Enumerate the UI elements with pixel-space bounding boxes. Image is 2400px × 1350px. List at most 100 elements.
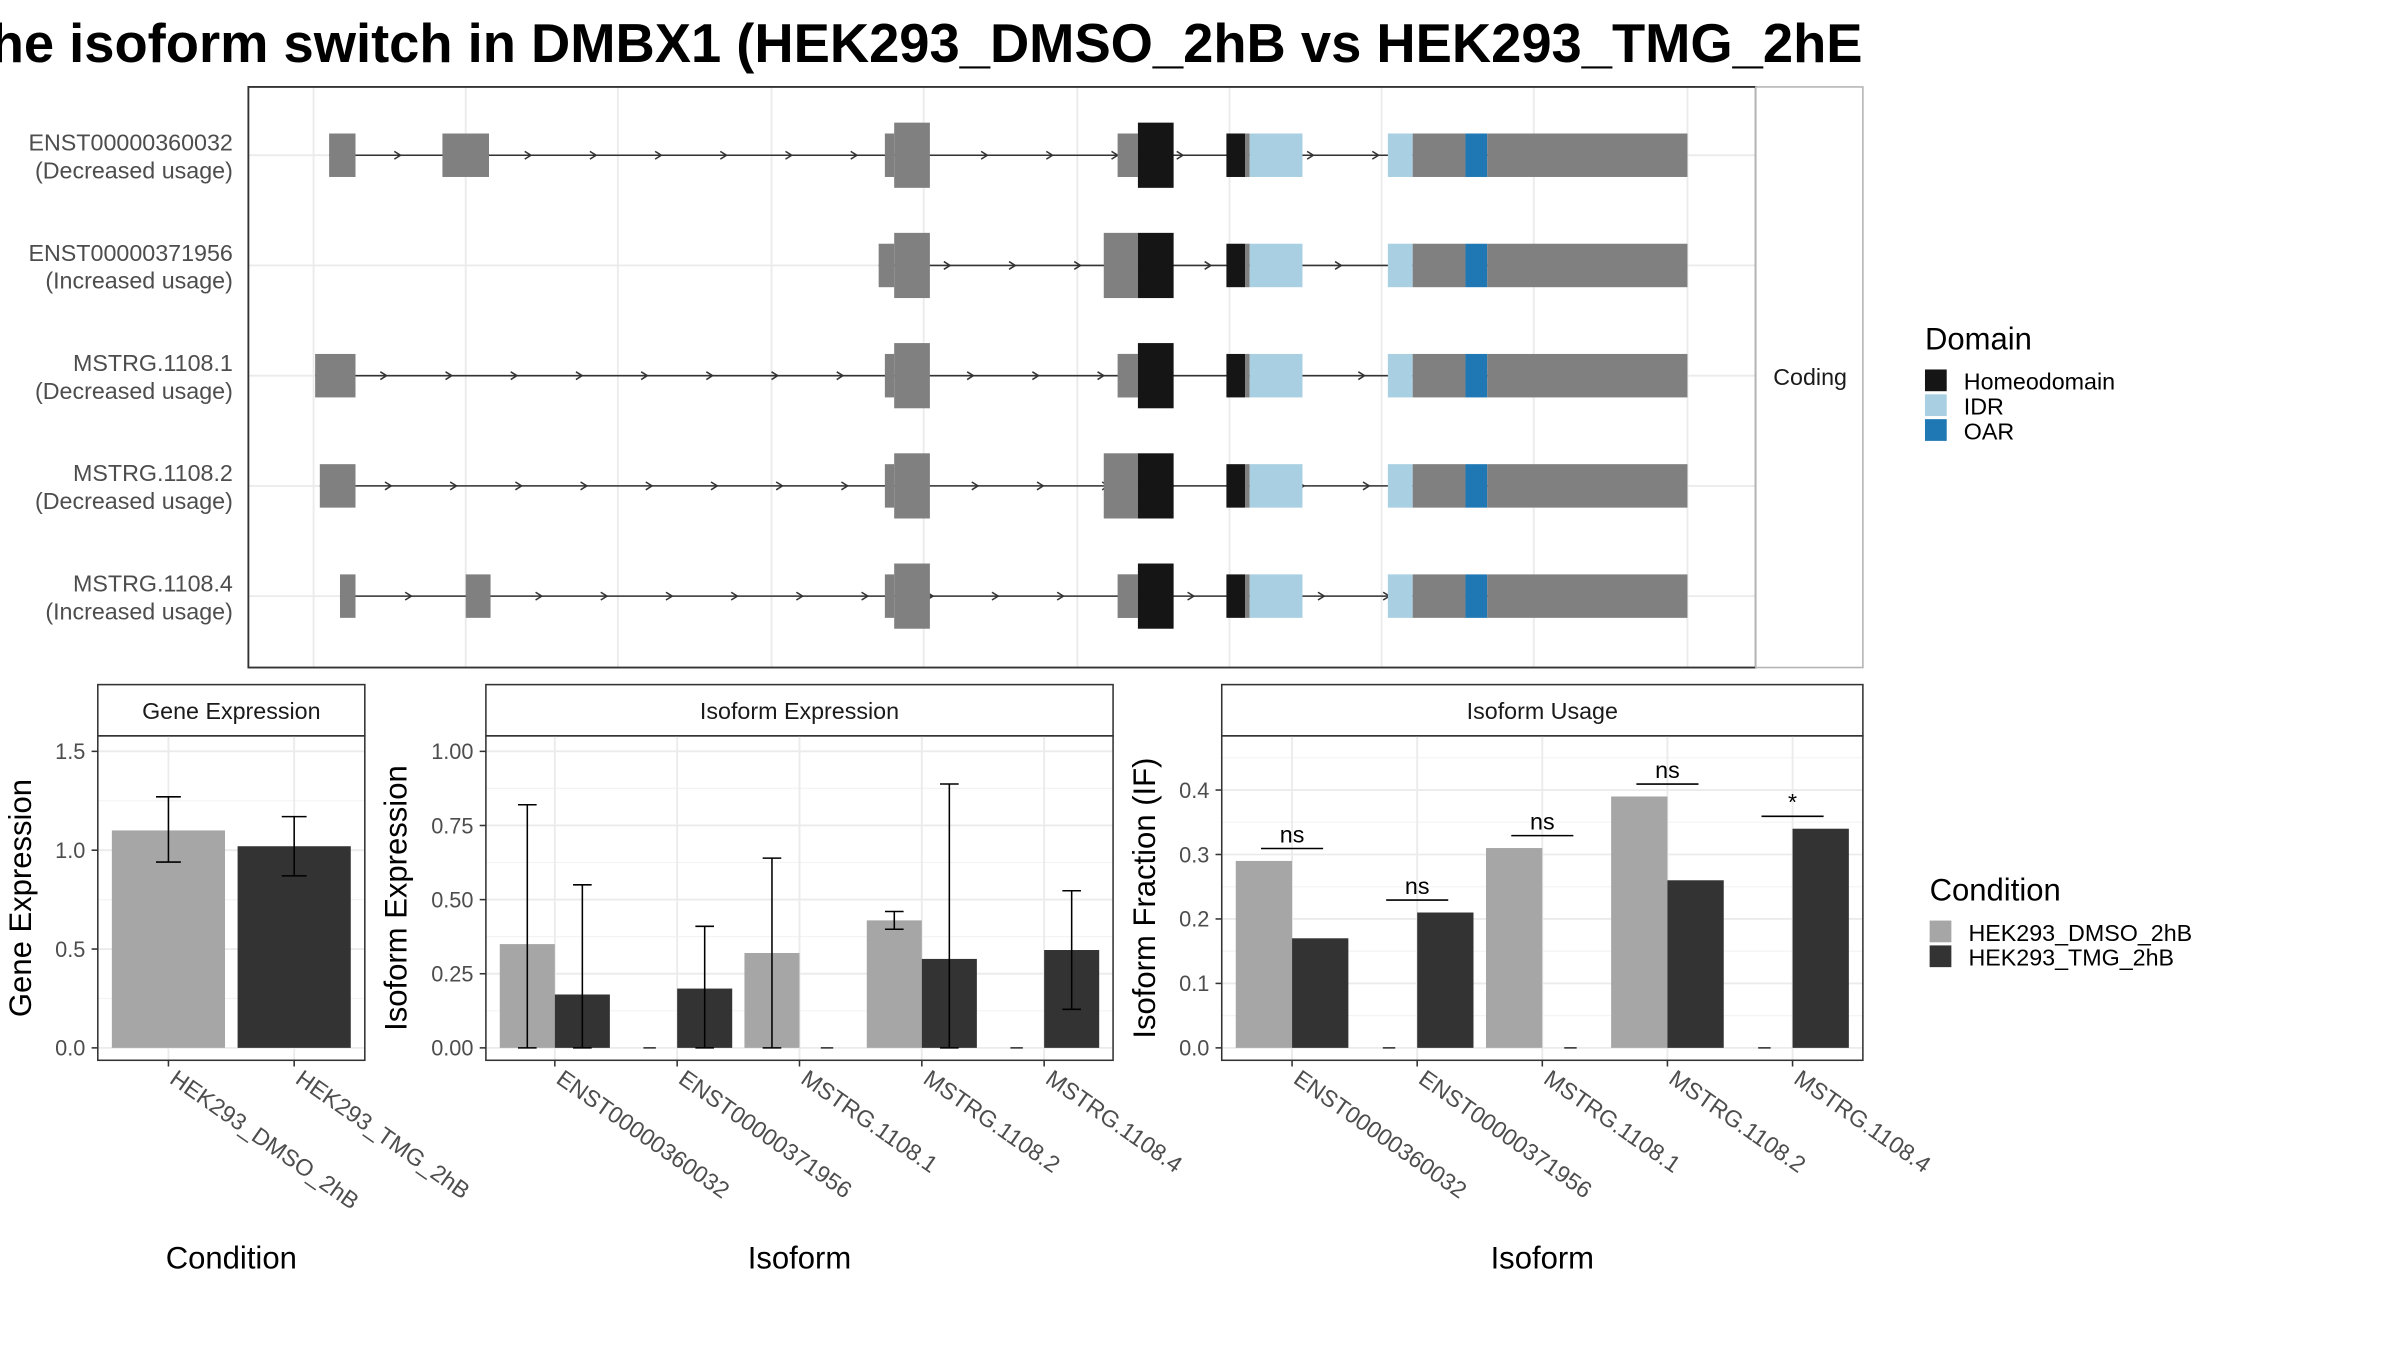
strand-arrow: [404, 591, 413, 601]
figure-title: he isoform switch in DMBX1 (HEK293_DMSO_…: [0, 13, 1863, 74]
y-tick-label: 0.5: [55, 937, 85, 962]
idr-domain: [1249, 243, 1303, 288]
strand-arrow: [589, 150, 598, 160]
domain-legend-label: Homeodomain: [1964, 369, 2115, 395]
strand-arrow: [640, 371, 649, 381]
exon: [1412, 133, 1466, 177]
strand-arrow: [771, 371, 780, 381]
exon: [884, 133, 895, 177]
exon: [1487, 574, 1688, 618]
transcript-structure-panel: ENST00000360032(Decreased usage)ENST0000…: [28, 86, 1864, 669]
exon: [1487, 353, 1688, 398]
condition-legend-label: HEK293_DMSO_2hB: [1968, 920, 2192, 946]
strand-arrow: [1371, 150, 1380, 160]
panel-strip: [97, 683, 366, 737]
transcript-track: [878, 232, 1688, 299]
strand-arrow: [971, 481, 980, 491]
idr-domain: [1387, 574, 1413, 618]
panel-strip: [485, 683, 1114, 737]
homeodomain-domain: [1137, 453, 1174, 519]
strand-arrow: [1317, 591, 1326, 601]
exon: [894, 232, 930, 299]
exon: [339, 574, 356, 618]
exon: [1412, 574, 1466, 618]
exon: [894, 343, 930, 409]
strand-arrow: [775, 481, 784, 491]
homeodomain-domain: [1137, 122, 1174, 188]
y-axis-title: Isoform Expression: [379, 765, 414, 1031]
strand-arrow: [795, 591, 805, 601]
idr-domain: [1387, 133, 1413, 177]
exon: [1487, 464, 1688, 508]
homeodomain-domain: [1226, 353, 1246, 398]
strand-arrow: [850, 150, 859, 160]
exon: [1412, 353, 1466, 398]
homeodomain-domain: [1226, 574, 1246, 618]
homeodomain-domain: [1226, 133, 1246, 177]
strand-arrow: [980, 150, 989, 160]
exon: [319, 464, 356, 508]
x-tick-label: MSTRG.1108.4: [1041, 1065, 1187, 1178]
exon: [894, 122, 930, 188]
exon: [1245, 574, 1250, 618]
y-tick-label: 1.0: [55, 838, 85, 863]
homeodomain-domain: [1226, 243, 1246, 288]
strand-arrow: [1357, 371, 1367, 381]
x-axis-title: Isoform: [748, 1240, 851, 1275]
transcript-id-label: ENST00000371956: [28, 240, 232, 266]
domain-legend-label: OAR: [1964, 418, 2014, 444]
strand-arrow: [600, 591, 609, 601]
exon: [1117, 243, 1138, 288]
condition-legend-key: [1929, 945, 1952, 968]
exon: [884, 464, 895, 508]
strand-arrow: [1362, 481, 1371, 491]
transcript-track: [339, 563, 1688, 629]
coding-strip: [1754, 86, 1864, 669]
y-tick-label: 0.75: [431, 813, 473, 838]
y-tick-label: 0.25: [431, 962, 473, 987]
bar: [1235, 860, 1293, 1048]
exon: [1117, 574, 1138, 618]
strand-arrow: [991, 591, 1000, 601]
strand-arrow: [719, 150, 728, 160]
idr-domain: [1249, 464, 1303, 508]
transcript-id-label: MSTRG.1108.2: [73, 460, 233, 486]
x-axis-title: Condition: [166, 1240, 297, 1275]
idr-domain: [1387, 243, 1413, 288]
exon: [1487, 243, 1688, 288]
exon: [1412, 464, 1466, 508]
exon: [884, 353, 895, 398]
bar: [1417, 912, 1474, 1048]
exon: [1412, 243, 1466, 288]
strand-arrow: [966, 371, 975, 381]
idr-domain: [1249, 574, 1303, 618]
exon: [894, 453, 930, 519]
strand-arrow: [705, 371, 715, 381]
significance-label: ns: [1655, 757, 1680, 783]
strand-arrow: [1306, 150, 1315, 160]
transcript-labels: ENST00000360032(Decreased usage)ENST0000…: [28, 130, 232, 625]
strand-arrow: [1204, 260, 1213, 270]
panel-strip-title: Isoform Usage: [1467, 698, 1618, 724]
strand-arrow: [861, 591, 870, 601]
exon: [1245, 133, 1250, 177]
homeodomain-domain: [1137, 563, 1174, 629]
strand-arrow: [943, 260, 952, 270]
transcript-track: [315, 343, 1688, 409]
exon: [1245, 243, 1250, 288]
exon: [884, 574, 895, 618]
strand-arrow: [645, 481, 654, 491]
strand-arrow: [730, 591, 739, 601]
y-tick-label: 1.5: [55, 739, 85, 764]
y-axis-title: Isoform Fraction (IF): [1127, 758, 1162, 1039]
y-tick-label: 0.00: [431, 1036, 473, 1061]
strand-arrow: [535, 591, 544, 601]
strand-arrow: [524, 150, 533, 160]
strand-arrow: [445, 371, 454, 381]
strand-arrow: [1176, 150, 1185, 160]
panel-strip: [1220, 683, 1864, 737]
idr-domain: [1387, 464, 1413, 508]
strand-arrow: [449, 481, 458, 491]
